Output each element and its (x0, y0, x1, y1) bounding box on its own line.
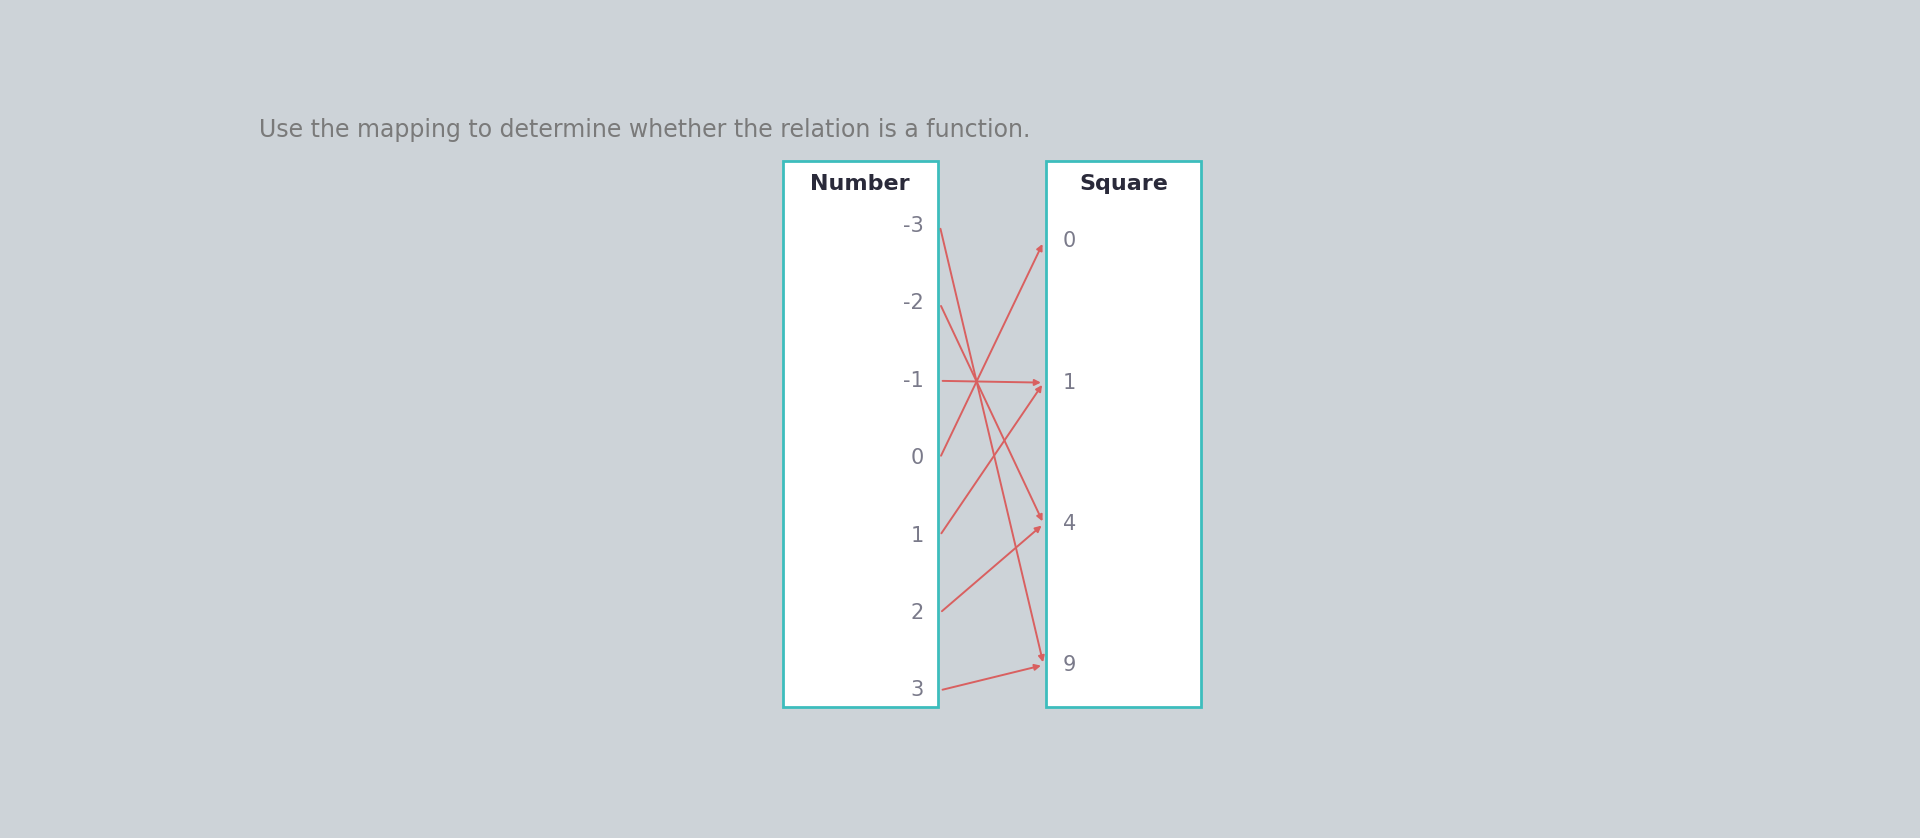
Text: 0: 0 (910, 448, 924, 468)
Text: -2: -2 (902, 293, 924, 313)
Text: 2: 2 (910, 603, 924, 623)
Text: 9: 9 (1064, 655, 1077, 675)
Text: Square: Square (1079, 174, 1167, 194)
Text: 0: 0 (1064, 231, 1077, 251)
Text: 1: 1 (910, 525, 924, 546)
Text: 3: 3 (910, 680, 924, 701)
Text: Number: Number (810, 174, 910, 194)
Bar (783, 161, 937, 707)
Text: -1: -1 (902, 371, 924, 391)
Bar (1046, 161, 1202, 707)
Text: 1: 1 (1064, 373, 1077, 393)
Text: Use the mapping to determine whether the relation is a function.: Use the mapping to determine whether the… (259, 118, 1031, 142)
Text: 4: 4 (1064, 514, 1077, 534)
Text: -3: -3 (902, 216, 924, 236)
